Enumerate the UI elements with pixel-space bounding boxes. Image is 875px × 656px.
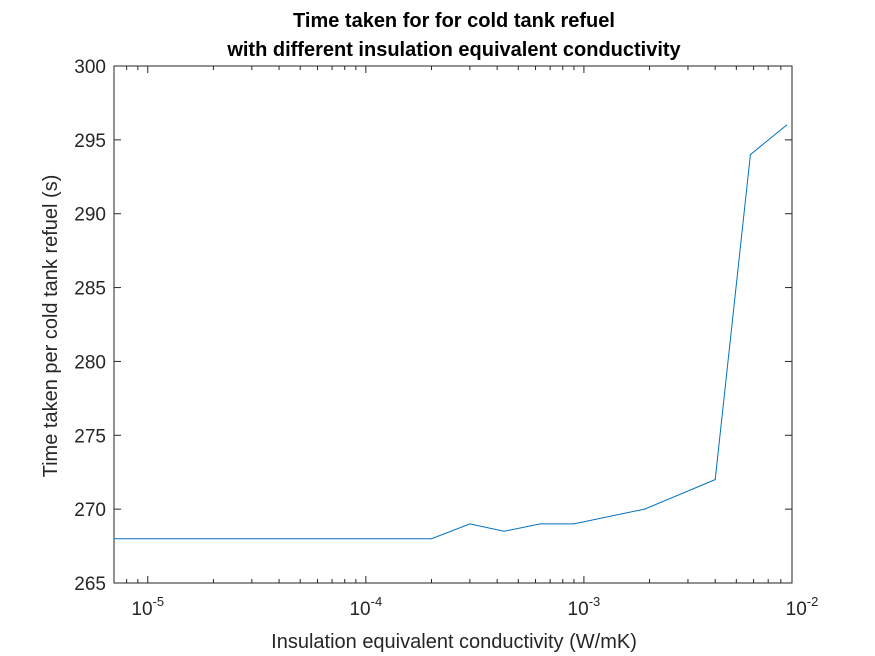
- y-tick-label: 300: [74, 57, 106, 78]
- x-tick-label: 10-5: [131, 594, 164, 620]
- x-axis-label: Insulation equivalent conductivity (W/mK…: [271, 631, 637, 653]
- x-tick-label: 10-2: [786, 594, 819, 620]
- data-point: [469, 523, 471, 525]
- data-point: [644, 508, 646, 510]
- y-tick-label: 285: [74, 279, 106, 300]
- plot-area: [113, 65, 793, 584]
- y-tick-label: 295: [74, 131, 106, 152]
- y-tick-label: 280: [74, 352, 106, 373]
- x-tick-label: 10-3: [568, 594, 601, 620]
- chart-title-line-2: with different insulation equivalent con…: [226, 39, 681, 61]
- data-point: [431, 538, 432, 540]
- data-point: [503, 530, 505, 532]
- data-point: [786, 124, 788, 126]
- data-point: [539, 523, 541, 525]
- y-tick-label: 270: [74, 500, 106, 521]
- x-axis-ticks: 10-5 10-4 10-3 10-2: [113, 66, 819, 620]
- y-tick-label: 275: [74, 426, 106, 447]
- y-axis-label: Time taken per cold tank refuel (s): [40, 175, 62, 478]
- data-point: [714, 479, 716, 481]
- data-point: [749, 154, 751, 156]
- y-axis-ticks: 265 270 275 280 285 290 295 300: [74, 57, 792, 595]
- data-point: [113, 538, 115, 540]
- series-layer: [113, 124, 788, 540]
- chart-title-line-1: Time taken for for cold tank refuel: [293, 10, 615, 32]
- y-tick-label: 290: [74, 205, 106, 226]
- series-line: [114, 124, 787, 540]
- x-tick-label: 10-4: [349, 594, 382, 620]
- data-point: [573, 523, 575, 525]
- y-tick-label: 265: [74, 574, 106, 595]
